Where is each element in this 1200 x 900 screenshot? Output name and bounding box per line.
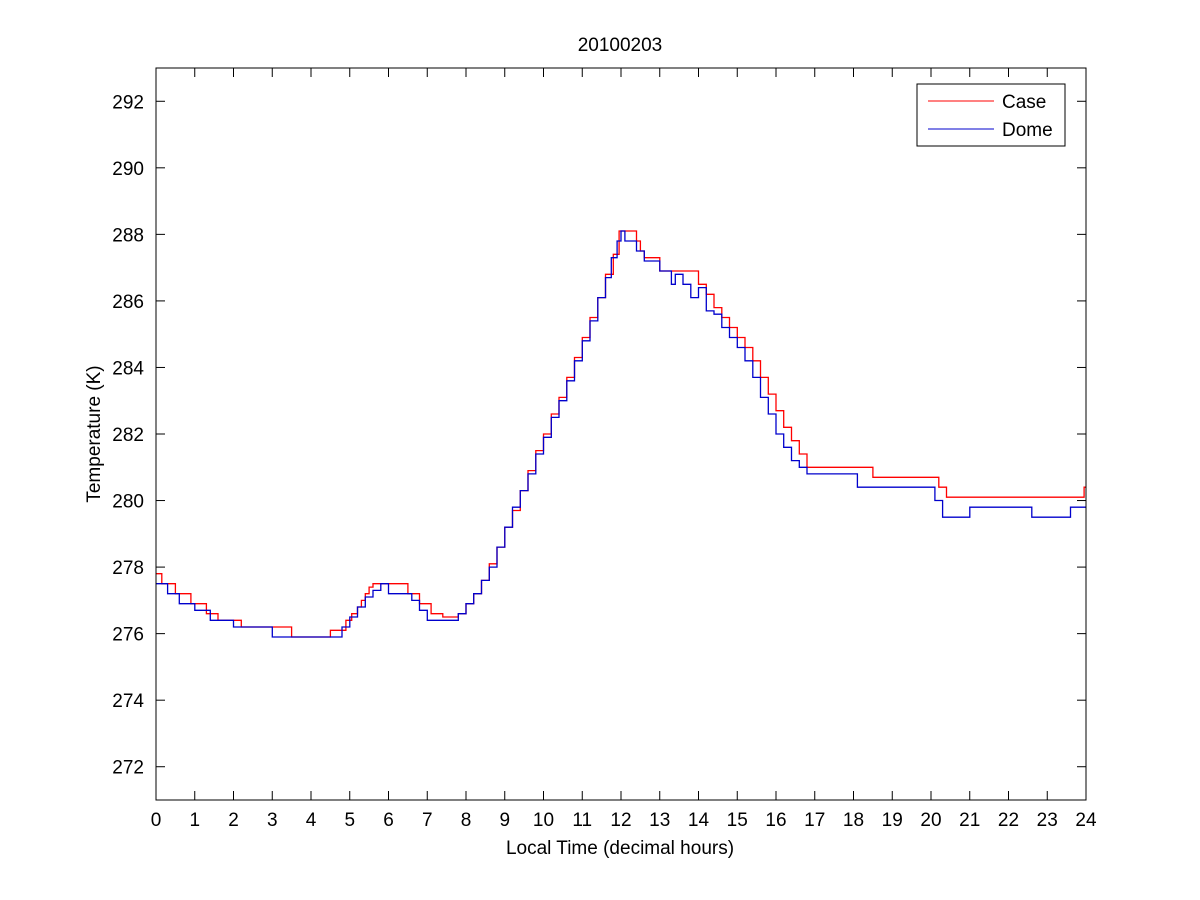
- x-tick-label: 9: [499, 810, 510, 831]
- x-tick-label: 23: [1037, 810, 1058, 831]
- y-tick-label: 272: [112, 758, 144, 779]
- series-line-dome: [156, 230, 1086, 638]
- y-tick-label: 292: [112, 92, 144, 113]
- x-tick-label: 19: [882, 810, 903, 831]
- x-tick-label: 13: [649, 810, 670, 831]
- y-tick-label: 288: [112, 225, 144, 246]
- x-tick-label: 0: [151, 810, 162, 831]
- x-tick-label: 6: [383, 810, 394, 831]
- legend: Case Dome: [916, 83, 1066, 147]
- x-tick-label: 18: [843, 810, 864, 831]
- x-tick-label: 21: [959, 810, 980, 831]
- x-tick-label: 16: [765, 810, 786, 831]
- legend-label-dome: Dome: [1002, 120, 1053, 141]
- plot-area: [156, 68, 1086, 800]
- x-tick-label: 12: [610, 810, 631, 831]
- y-tick-label: 274: [112, 691, 144, 712]
- y-tick-label: 284: [112, 358, 144, 379]
- y-tick-label: 290: [112, 159, 144, 180]
- x-tick-label: 17: [804, 810, 825, 831]
- x-tick-label: 20: [920, 810, 941, 831]
- x-tick-label: 8: [461, 810, 472, 831]
- legend-label-case: Case: [1002, 92, 1046, 113]
- x-tick-label: 5: [344, 810, 355, 831]
- x-tick-label: 2: [228, 810, 239, 831]
- x-tick-label: 7: [422, 810, 433, 831]
- y-axis-label: Temperature (K): [84, 365, 105, 502]
- x-tick-label: 3: [267, 810, 278, 831]
- series-layer: [156, 230, 1086, 638]
- x-tick-label: 15: [727, 810, 748, 831]
- y-axis-ticks: 272 274 276 278 280 282 284 286 288 290 292: [112, 92, 1086, 779]
- y-tick-label: 280: [112, 492, 144, 513]
- chart-title: 20100203: [578, 35, 663, 56]
- x-tick-label: 14: [688, 810, 710, 831]
- x-tick-label: 10: [533, 810, 554, 831]
- x-tick-label: 11: [572, 810, 592, 831]
- x-tick-label: 1: [189, 810, 200, 831]
- y-tick-label: 286: [112, 292, 144, 313]
- x-axis-label: Local Time (decimal hours): [506, 838, 734, 859]
- y-tick-label: 278: [112, 558, 144, 579]
- x-tick-label: 4: [306, 810, 317, 831]
- x-tick-label: 24: [1075, 810, 1097, 831]
- x-axis-ticks: 0 1 2 3 4 5 6 7 8 9 10 11 12 13 14 15 16 17 18 19 20 21 22 23 24: [151, 68, 1097, 831]
- y-tick-label: 282: [112, 425, 144, 446]
- legend-box: [916, 83, 1066, 147]
- x-tick-label: 22: [998, 810, 1019, 831]
- y-tick-label: 276: [112, 625, 144, 646]
